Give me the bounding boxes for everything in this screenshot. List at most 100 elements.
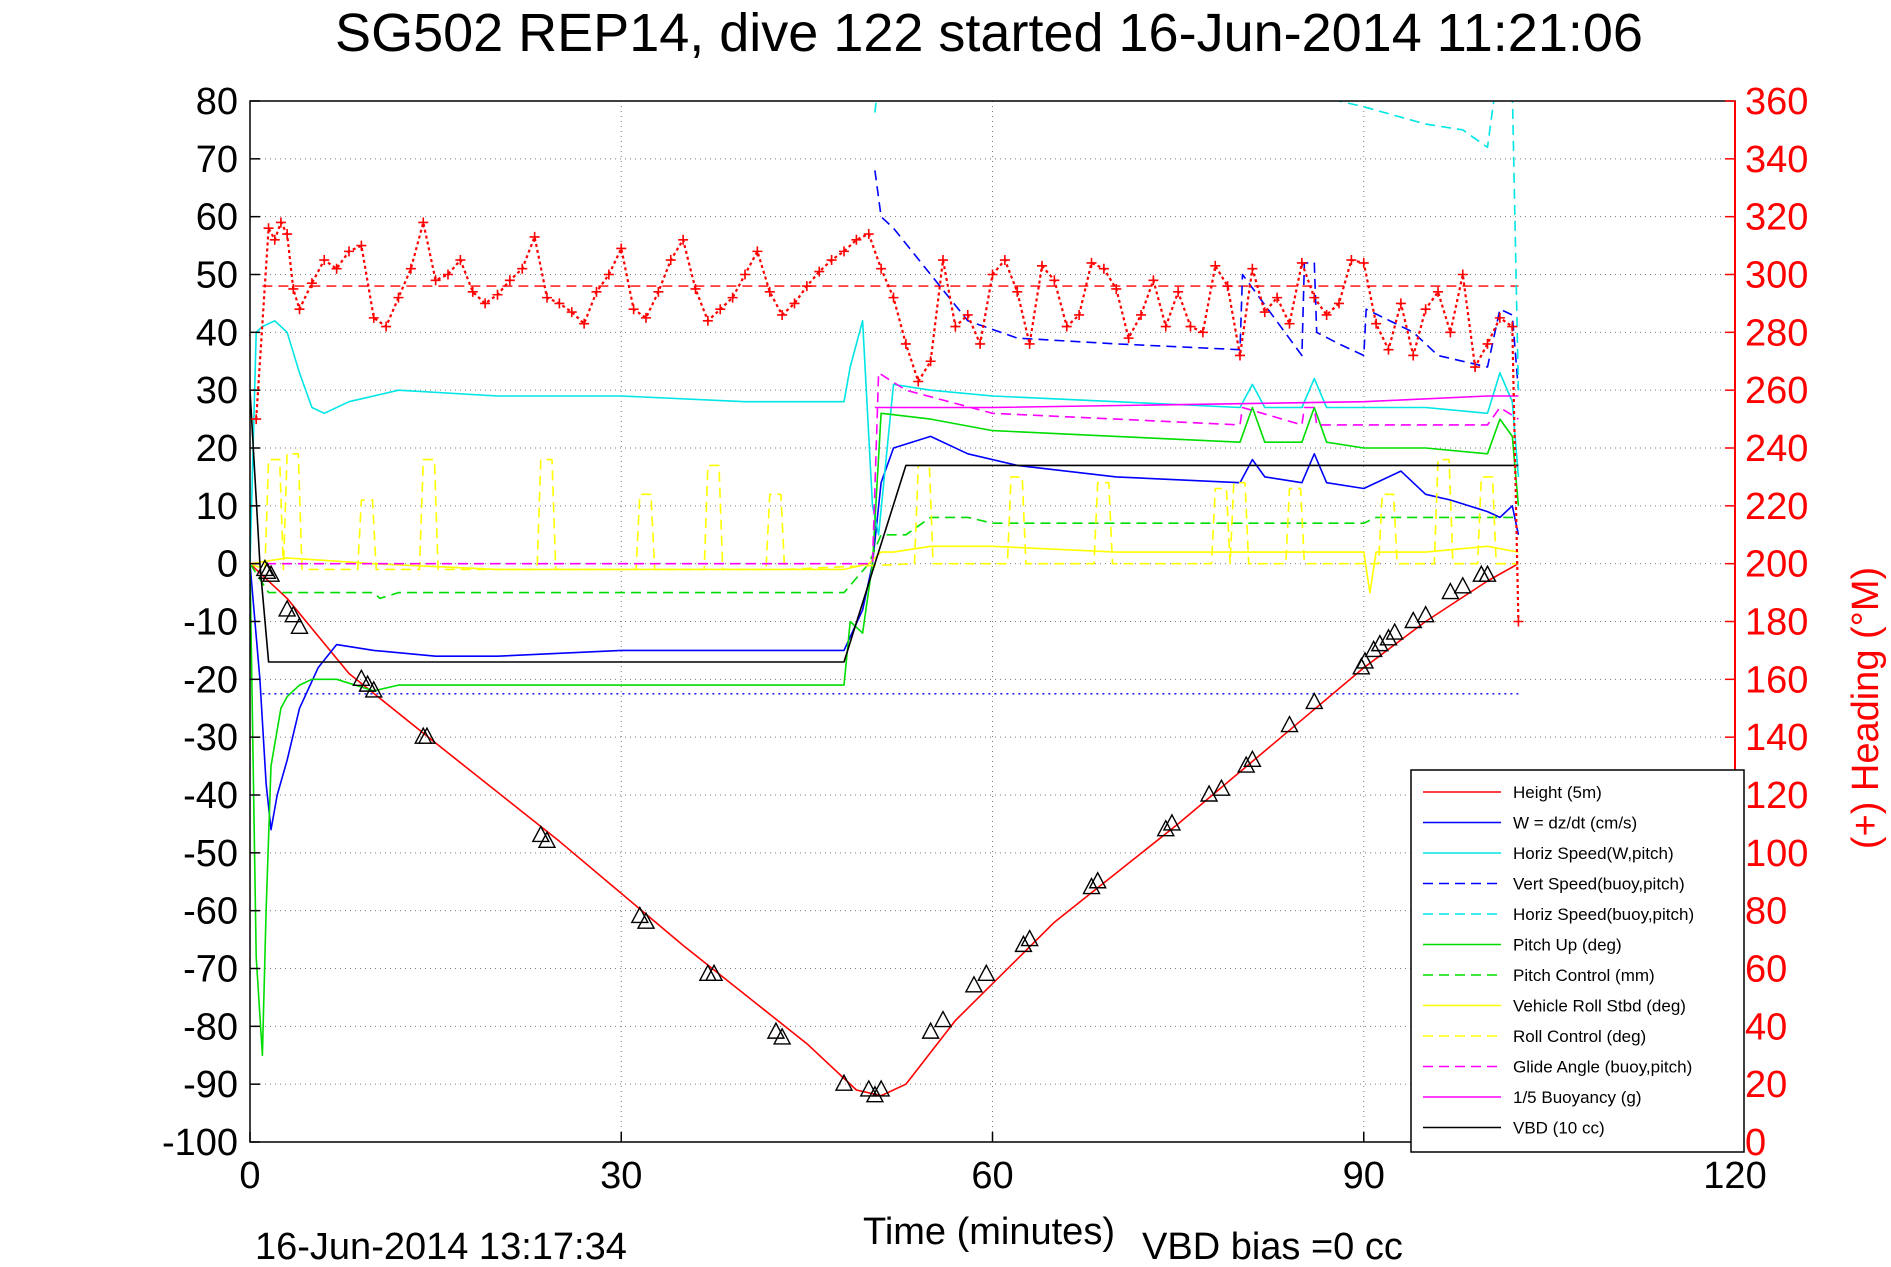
triangle-marker — [1305, 691, 1324, 710]
triangle-marker — [290, 616, 309, 634]
y-tick-label-right: 340 — [1745, 139, 1808, 181]
triangle-marker — [1453, 576, 1472, 594]
triangle-marker — [1385, 622, 1404, 640]
heading-point — [1321, 309, 1332, 320]
legend-entry: Height (5m) — [1513, 783, 1602, 802]
triangle-marker — [537, 830, 557, 848]
legend-entry: Roll Control (deg) — [1513, 1027, 1646, 1046]
triangle-marker — [417, 726, 437, 744]
triangle-marker — [364, 680, 383, 698]
chart-title: SG502 REP14, dive 122 started 16-Jun-201… — [335, 3, 1643, 63]
y-tick-label-left: 0 — [217, 544, 238, 586]
heading-point — [925, 356, 936, 367]
y-tick-label-left: -70 — [183, 949, 238, 991]
y-tick-label-left: -50 — [183, 833, 238, 875]
legend-entry: Glide Angle (buoy,pitch) — [1513, 1058, 1692, 1077]
legend-entry: Vert Speed(buoy,pitch) — [1513, 875, 1685, 894]
heading-point — [789, 298, 800, 309]
triangle-marker — [1441, 582, 1460, 600]
triangle-marker — [865, 1085, 885, 1103]
legend-entry: Pitch Control (mm) — [1513, 966, 1655, 985]
legend-entry: Pitch Up (deg) — [1513, 936, 1622, 955]
triangle-marker — [859, 1079, 878, 1097]
heading-point — [393, 292, 404, 303]
triangle-marker — [834, 1073, 854, 1091]
heading-point — [566, 307, 577, 318]
heading-point — [1513, 616, 1524, 627]
y-tick-label-right: 220 — [1745, 486, 1808, 528]
heading-point — [331, 263, 342, 274]
triangle-marker — [1280, 715, 1299, 733]
triangle-markers — [255, 558, 1497, 1103]
legend-entry: VBD (10 cc) — [1513, 1119, 1605, 1138]
heading-point — [1136, 309, 1146, 320]
triangle-marker — [1088, 871, 1107, 889]
footer-timestamp: 16-Jun-2014 13:17:34 — [255, 1226, 627, 1262]
triangle-marker — [1355, 651, 1375, 669]
heading-point — [690, 283, 701, 294]
y-tick-label-right: 300 — [1745, 255, 1808, 297]
triangle-marker — [1379, 628, 1398, 646]
series-pitch_up — [250, 406, 1520, 1057]
triangle-marker — [766, 1021, 786, 1039]
y-tick-label-right: 320 — [1745, 197, 1808, 239]
footer-vbd-bias: VBD bias =0 cc — [1142, 1226, 1403, 1262]
triangle-marker — [358, 674, 377, 692]
y-tick-label-left: 30 — [196, 370, 238, 412]
triangle-marker — [261, 564, 281, 582]
y-tick-label-right: 120 — [1745, 775, 1808, 817]
y-tick-label-right: 100 — [1745, 833, 1808, 875]
heading-point — [443, 269, 453, 280]
triangle-marker — [1237, 755, 1256, 773]
heading-point — [306, 278, 317, 289]
heading-point — [1371, 318, 1382, 329]
triangle-marker — [1416, 605, 1435, 623]
triangle-marker — [1156, 819, 1175, 837]
y-tick-label-left: 40 — [196, 312, 238, 354]
heading-point — [603, 269, 614, 280]
triangle-marker — [1404, 611, 1423, 629]
y-tick-label-left: -60 — [183, 891, 238, 933]
right-axis-label: (+) Heading (°M) — [1845, 567, 1887, 849]
triangle-marker — [1199, 784, 1219, 802]
heading-point — [641, 312, 651, 323]
x-tick-label: 90 — [1343, 1155, 1385, 1197]
legend-entry: Vehicle Roll Stbd (deg) — [1513, 997, 1686, 1016]
heading-point — [579, 318, 590, 329]
heading-markers — [251, 217, 1524, 627]
triangle-marker — [1020, 929, 1039, 947]
triangle-marker — [933, 1010, 953, 1028]
triangle-marker — [630, 905, 649, 924]
y-tick-label-right: 20 — [1745, 1064, 1787, 1106]
triangle-marker — [636, 911, 656, 929]
triangle-marker — [1162, 813, 1182, 831]
y-tick-label-left: 80 — [196, 81, 238, 123]
triangle-marker — [704, 963, 724, 981]
x-tick-label: 0 — [239, 1155, 260, 1197]
y-tick-label-right: 60 — [1745, 949, 1787, 991]
y-tick-label-left: 60 — [196, 197, 238, 239]
heading-point — [814, 266, 825, 277]
y-tick-label-left: -10 — [183, 602, 238, 644]
heading-point — [467, 286, 478, 297]
legend-box — [1410, 769, 1745, 1153]
y-tick-label-left: -20 — [183, 659, 238, 701]
y-tick-label-left: -100 — [162, 1122, 238, 1164]
triangle-marker — [921, 1021, 940, 1039]
left-axis-ticks: 80 70 60 50 40 30 20 10 0 -10 -20 -30 -40 -50 -60 -70 -8… — [162, 81, 260, 1164]
legend-entry: 1/5 Buoyancy (g) — [1513, 1088, 1642, 1107]
y-tick-label-left: -30 — [183, 717, 238, 759]
y-tick-label-right: 0 — [1745, 1122, 1766, 1164]
triangle-marker — [964, 975, 984, 993]
heading-point — [839, 246, 849, 257]
triangle-marker — [1212, 778, 1231, 796]
y-tick-label-left: -80 — [183, 1006, 238, 1048]
series-horiz_speed_buoy — [874, 101, 1520, 391]
y-tick-label-right: 200 — [1745, 544, 1808, 586]
heading-trace — [255, 219, 1520, 622]
triangle-marker — [772, 1027, 792, 1045]
triangle-marker — [977, 963, 996, 981]
triangle-marker — [1478, 564, 1497, 582]
x-axis-ticks: 0 30 60 90 120 — [239, 1132, 1767, 1197]
